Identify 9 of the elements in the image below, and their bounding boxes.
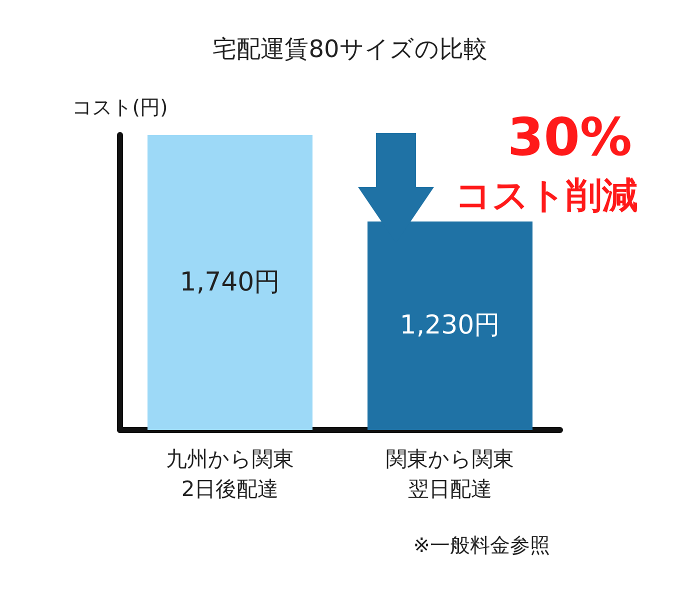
chart-title: 宅配運賃80サイズの比較 — [212, 35, 488, 63]
y-axis-title: コスト(円) — [72, 95, 168, 119]
data-label: 1,740円 — [180, 268, 280, 298]
x-tick-label: 関東から関東翌日配達 — [386, 447, 514, 501]
text: ※一般料金参照 — [413, 533, 550, 557]
annotation: コスト削減 — [455, 176, 638, 216]
x-tick-label: 九州から関東2日後配達 — [166, 447, 294, 501]
annotation: 30% — [508, 108, 632, 168]
data-label: 1,230円 — [400, 310, 500, 341]
